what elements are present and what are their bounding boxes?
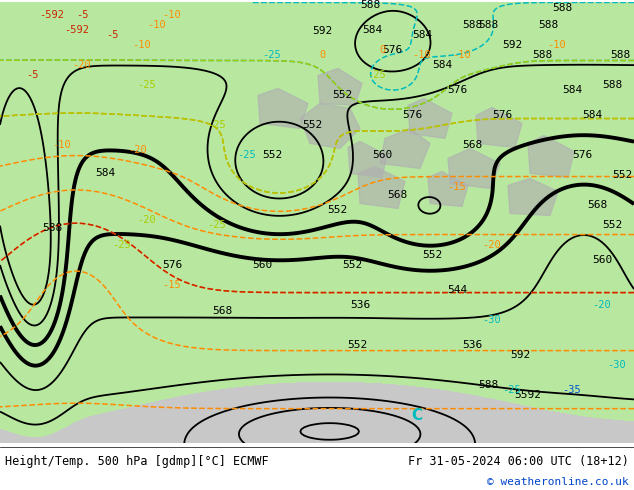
Text: -592: -592 — [39, 10, 65, 21]
Text: -25: -25 — [113, 241, 131, 250]
Text: -25: -25 — [207, 121, 226, 130]
Text: Fr 31-05-2024 06:00 UTC (18+12): Fr 31-05-2024 06:00 UTC (18+12) — [408, 455, 629, 468]
Text: 584: 584 — [432, 60, 452, 71]
Text: 576: 576 — [402, 110, 422, 121]
Polygon shape — [380, 128, 430, 169]
Text: 536: 536 — [462, 341, 482, 350]
Text: 584: 584 — [562, 85, 582, 96]
Text: 588: 588 — [602, 80, 622, 91]
Text: -592: -592 — [65, 25, 89, 35]
Text: 584: 584 — [362, 25, 382, 35]
Text: 592: 592 — [312, 26, 332, 36]
Text: -20: -20 — [138, 216, 157, 225]
Text: 588: 588 — [610, 50, 630, 60]
Text: -10: -10 — [133, 41, 152, 50]
Text: 536: 536 — [350, 300, 370, 311]
Text: -35: -35 — [562, 386, 581, 395]
Polygon shape — [258, 89, 308, 128]
Text: 568: 568 — [587, 200, 607, 210]
Text: -10: -10 — [148, 21, 166, 30]
Text: 588: 588 — [42, 223, 62, 233]
Text: -10: -10 — [453, 50, 471, 60]
Text: -25: -25 — [262, 50, 281, 60]
Polygon shape — [476, 107, 522, 147]
Text: 592: 592 — [510, 350, 530, 361]
Polygon shape — [358, 167, 405, 208]
Text: -20: -20 — [129, 146, 147, 155]
Text: -10: -10 — [53, 141, 72, 150]
Text: -15: -15 — [448, 182, 467, 193]
Text: 576: 576 — [572, 150, 592, 160]
Text: -20: -20 — [593, 300, 611, 311]
Polygon shape — [0, 2, 634, 443]
Text: 576: 576 — [162, 261, 182, 270]
Text: 584: 584 — [412, 30, 432, 41]
Text: 592: 592 — [502, 41, 522, 50]
Text: -25: -25 — [503, 386, 521, 395]
Text: 576: 576 — [382, 46, 402, 55]
Text: -5: -5 — [106, 30, 119, 41]
Text: 552: 552 — [262, 150, 282, 160]
Text: 552: 552 — [612, 171, 632, 180]
Text: 552: 552 — [342, 261, 362, 270]
Text: 588: 588 — [360, 0, 380, 10]
Text: Height/Temp. 500 hPa [gdmp][°C] ECMWF: Height/Temp. 500 hPa [gdmp][°C] ECMWF — [5, 455, 269, 468]
Text: -10: -10 — [413, 50, 431, 60]
Text: 568: 568 — [212, 306, 232, 317]
Text: 588: 588 — [538, 21, 558, 30]
Text: 560: 560 — [372, 150, 392, 160]
Text: -20: -20 — [482, 241, 501, 250]
Text: -5: -5 — [26, 71, 38, 80]
Text: 552: 552 — [302, 121, 322, 130]
Text: 552: 552 — [332, 91, 352, 100]
Text: -25: -25 — [207, 220, 226, 230]
Text: 584: 584 — [582, 110, 602, 121]
Text: -25: -25 — [238, 150, 256, 160]
Text: 588: 588 — [478, 21, 498, 30]
Text: -25: -25 — [138, 80, 157, 91]
Text: 576: 576 — [447, 85, 467, 96]
Text: 588: 588 — [478, 380, 498, 391]
Text: 552: 552 — [602, 220, 622, 230]
Polygon shape — [348, 142, 387, 177]
Text: -25: -25 — [368, 71, 386, 80]
Polygon shape — [428, 172, 468, 206]
Text: 588: 588 — [532, 50, 552, 60]
Polygon shape — [508, 178, 558, 216]
Text: -30: -30 — [607, 361, 626, 370]
Polygon shape — [448, 148, 500, 189]
Polygon shape — [300, 103, 360, 148]
Polygon shape — [318, 69, 362, 105]
Polygon shape — [408, 98, 452, 139]
Text: 588: 588 — [552, 3, 572, 13]
Text: 5592: 5592 — [515, 391, 541, 400]
Text: 552: 552 — [347, 341, 367, 350]
Text: -10: -10 — [163, 10, 181, 21]
Text: 568: 568 — [462, 141, 482, 150]
Text: 560: 560 — [252, 261, 272, 270]
Text: 584: 584 — [95, 169, 115, 178]
Text: 568: 568 — [387, 191, 407, 200]
Text: © weatheronline.co.uk: © weatheronline.co.uk — [488, 477, 629, 487]
Text: 544: 544 — [447, 286, 467, 295]
Text: 588: 588 — [462, 21, 482, 30]
Text: -30: -30 — [482, 316, 501, 325]
Text: 560: 560 — [592, 255, 612, 266]
Text: 0: 0 — [379, 46, 385, 55]
Text: C: C — [411, 408, 423, 423]
Text: 0: 0 — [319, 50, 325, 60]
Polygon shape — [528, 135, 574, 177]
Text: 576: 576 — [492, 110, 512, 121]
Text: -20: -20 — [73, 60, 91, 71]
Text: 552: 552 — [422, 250, 442, 261]
Text: -10: -10 — [548, 41, 566, 50]
Text: -15: -15 — [163, 280, 181, 291]
Text: -5: -5 — [75, 10, 88, 21]
Text: 552: 552 — [327, 205, 347, 216]
